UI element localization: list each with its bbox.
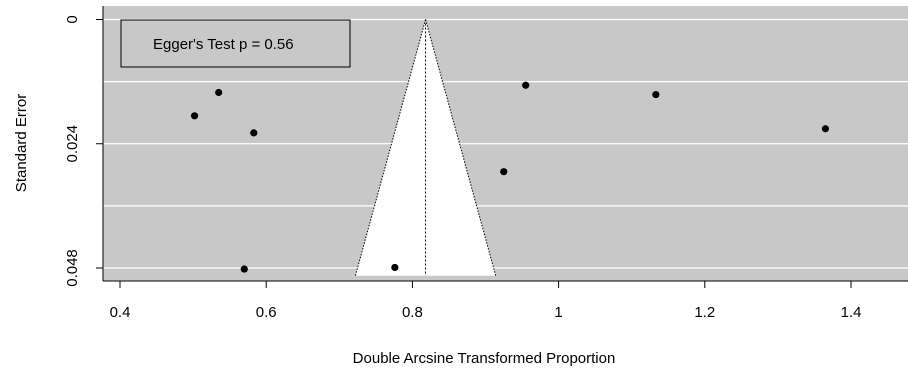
legend-box: Egger's Test p = 0.56: [120, 19, 351, 68]
x-axis-ticks: 0.4 0.6 0.8 1 1.2 1.4: [110, 281, 862, 321]
study-point: [652, 90, 660, 99]
study-point: [240, 265, 248, 273]
x-tick-label: 1.4: [841, 304, 862, 321]
x-tick-label: 1.2: [694, 304, 715, 321]
x-axis-label: Double Arcsine Transformed Proportion: [353, 350, 616, 367]
study-point: [821, 125, 830, 133]
study-point: [391, 263, 399, 272]
x-tick-label: 0.6: [256, 304, 277, 321]
legend-text: Egger's Test p = 0.56: [153, 36, 294, 53]
study-point: [500, 168, 508, 176]
study-point: [522, 81, 530, 89]
study-point: [250, 129, 258, 137]
x-tick-label: 1: [554, 304, 562, 321]
funnel-right-edge: [425, 19, 497, 276]
y-axis-label: Standard Error: [13, 94, 30, 192]
y-tick-label: 0.048: [64, 249, 81, 287]
study-point: [190, 112, 199, 120]
x-tick-label: 0.8: [402, 304, 423, 321]
study-point: [215, 88, 223, 97]
funnel-left-edge: [354, 19, 427, 276]
y-tick-label: 0.024: [64, 125, 81, 163]
study-points: [190, 81, 830, 273]
x-tick-label: 0.4: [110, 304, 131, 321]
y-tick-label: 0: [64, 15, 81, 23]
y-axis-ticks: 0 0.024 0.048: [64, 15, 103, 287]
